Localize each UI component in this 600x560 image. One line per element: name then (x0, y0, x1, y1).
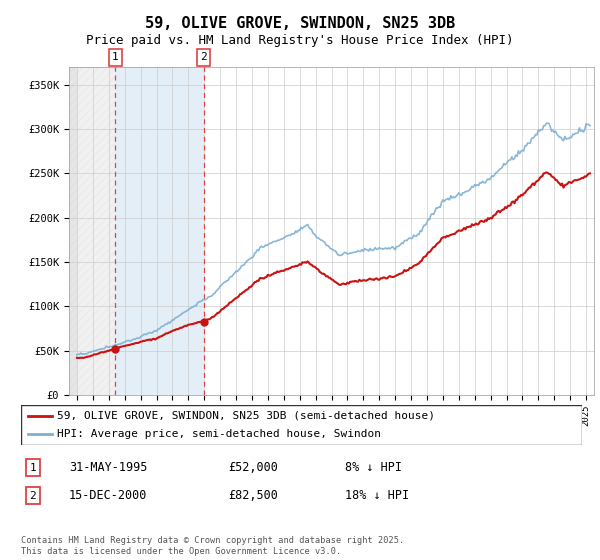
Text: £52,000: £52,000 (228, 461, 278, 474)
Text: Price paid vs. HM Land Registry's House Price Index (HPI): Price paid vs. HM Land Registry's House … (86, 34, 514, 46)
Text: 2: 2 (29, 491, 37, 501)
Bar (115, 67, 203, 395)
Text: £82,500: £82,500 (228, 489, 278, 502)
Text: 15-DEC-2000: 15-DEC-2000 (69, 489, 148, 502)
Text: HPI: Average price, semi-detached house, Swindon: HPI: Average price, semi-detached house,… (58, 430, 382, 439)
Bar (77, 67, 115, 395)
Text: Contains HM Land Registry data © Crown copyright and database right 2025.
This d: Contains HM Land Registry data © Crown c… (21, 536, 404, 556)
Text: 1: 1 (29, 463, 37, 473)
Text: 59, OLIVE GROVE, SWINDON, SN25 3DB (semi-detached house): 59, OLIVE GROVE, SWINDON, SN25 3DB (semi… (58, 411, 436, 421)
Text: 1: 1 (112, 52, 119, 62)
Text: 31-MAY-1995: 31-MAY-1995 (69, 461, 148, 474)
Text: 8% ↓ HPI: 8% ↓ HPI (345, 461, 402, 474)
Bar (69, 67, 77, 395)
Text: 18% ↓ HPI: 18% ↓ HPI (345, 489, 409, 502)
Text: 59, OLIVE GROVE, SWINDON, SN25 3DB: 59, OLIVE GROVE, SWINDON, SN25 3DB (145, 16, 455, 31)
Text: 2: 2 (200, 52, 207, 62)
FancyBboxPatch shape (21, 405, 582, 445)
